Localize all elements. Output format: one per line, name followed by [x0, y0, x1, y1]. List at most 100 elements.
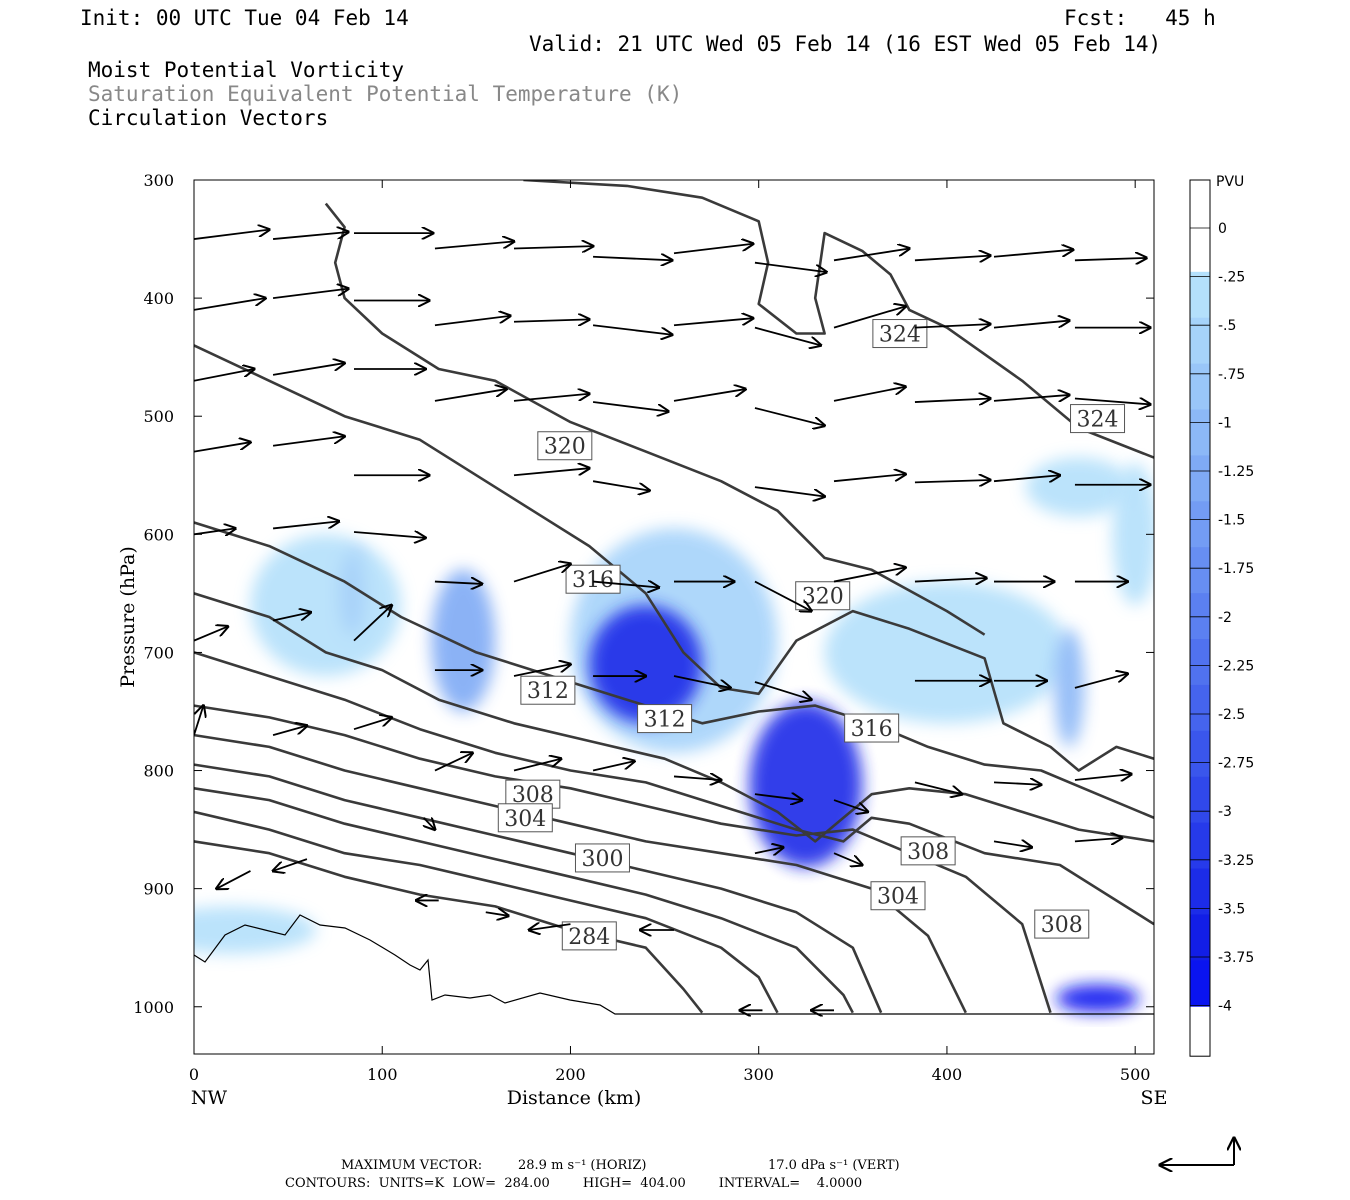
colorbar-band-5	[1190, 409, 1210, 456]
terrain-outline	[193, 914, 1154, 1015]
circulation-vector-16	[513, 319, 589, 321]
reference-vector-icon	[1160, 1138, 1234, 1165]
circulation-vector-85	[485, 912, 509, 916]
theta-contour-5	[194, 704, 1052, 1014]
circulation-vector-13	[272, 289, 348, 300]
colorbar-band-10	[1190, 639, 1210, 686]
colorbar-band-4	[1190, 363, 1210, 410]
colorbar-label-11: -2.75	[1218, 756, 1254, 772]
colorbar-frame	[1189, 179, 1211, 1057]
theta-contour-9	[194, 344, 1154, 772]
circulation-vector-70	[272, 726, 307, 736]
contour-label-box-12	[900, 836, 956, 866]
circulation-vector-68	[1074, 674, 1128, 689]
colorbar: PVU 0 -.25 -.5 -.75 -1 -1.25 -1.5 -1.75 -2 -2.25 -2…	[1189, 174, 1254, 1057]
colorbar-band-9	[1190, 593, 1210, 640]
circulation-vector-90	[993, 841, 1032, 847]
y-tick-label-2: 500	[143, 407, 174, 426]
circulation-vector-59	[272, 612, 311, 622]
circulation-vector-62	[513, 664, 570, 677]
field-title-mpv: Moist Potential Vorticity	[88, 58, 405, 82]
contour-label-9: 316	[851, 717, 893, 742]
x-tick-label-0: 0	[189, 1065, 199, 1084]
contour-label-box-2	[565, 564, 621, 594]
y-tick-label-7: 1000	[133, 998, 174, 1017]
x-tick-label-1: 100	[367, 1065, 398, 1084]
circulation-vector-79	[993, 782, 1041, 784]
x-end-label-right: SE	[1141, 1087, 1168, 1109]
circulation-vector-3	[434, 241, 514, 250]
circulation-vector-60	[353, 605, 392, 642]
forecast-hour: Fcst: 45 h	[1064, 6, 1216, 30]
colorbar-band-3	[1190, 317, 1210, 365]
contour-label-box-7	[637, 704, 693, 734]
init-time: Init: 00 UTC Tue 04 Feb 14	[80, 6, 409, 30]
circulation-vector-31	[754, 407, 825, 426]
x-axis-label: Distance (km)	[507, 1087, 642, 1109]
x-tick-label-2: 200	[555, 1065, 586, 1084]
colorbar-label-12: -3	[1218, 804, 1232, 820]
circulation-vector-20	[833, 306, 906, 329]
colorbar-label-8: -2	[1218, 610, 1232, 626]
contour-label-5: 300	[581, 847, 623, 872]
circulation-vector-5	[593, 257, 672, 261]
circulation-vector-65	[754, 681, 811, 700]
circulation-vector-33	[914, 399, 990, 403]
circulation-vector-78	[914, 781, 962, 794]
circulation-vector-6	[673, 244, 753, 255]
circulation-vector-75	[673, 776, 721, 780]
circulation-vector-28	[513, 394, 589, 402]
colorbar-band-13	[1190, 776, 1210, 824]
contour-label-4: 304	[504, 807, 546, 832]
contour-label-box-6	[561, 921, 617, 951]
max-vector-label: MAXIMUM VECTOR:	[341, 1158, 483, 1173]
theta-contour-10	[324, 202, 986, 636]
colorbar-unit: PVU	[1216, 174, 1244, 190]
mpv-shade-region-1	[589, 605, 703, 724]
circulation-vectors	[194, 230, 1150, 1011]
colorbar-band-11	[1190, 684, 1210, 732]
x-tick-label-5: 500	[1120, 1065, 1151, 1084]
theta-contour-7	[194, 592, 1154, 843]
circulation-vector-8	[833, 249, 909, 262]
colorbar-label-15: -3.75	[1218, 950, 1254, 966]
colorbar-band-7	[1190, 501, 1210, 548]
contour-label-2: 316	[572, 568, 614, 593]
circulation-vector-41	[754, 486, 825, 496]
circulation-vector-15	[434, 316, 510, 327]
circulation-vector-42	[833, 474, 906, 483]
circulation-vector-22	[993, 321, 1069, 329]
circulation-vector-9	[914, 256, 990, 261]
mpv-shade-region-10	[1056, 984, 1139, 1013]
colorbar-label-0: 0	[1218, 221, 1227, 237]
circulation-vector-47	[272, 521, 339, 530]
circulation-vector-51	[592, 582, 659, 588]
y-tick-label-3: 600	[143, 525, 174, 544]
colorbar-label-6: -1.5	[1218, 513, 1245, 529]
circulation-vector-73	[513, 759, 561, 772]
colorbar-band-6	[1190, 455, 1210, 502]
colorbar-label-7: -1.75	[1218, 561, 1254, 577]
circulation-vector-46	[194, 528, 235, 534]
axes: 0 100 200 300 400 500 300 400 500 600 700 800 900 100…	[117, 171, 1167, 1109]
colorbar-label-13: -3.25	[1218, 853, 1254, 869]
circulation-vector-77	[833, 799, 868, 812]
circulation-vector-12	[194, 298, 266, 311]
y-tick-label-0: 300	[143, 171, 174, 190]
circulation-vector-83	[424, 818, 435, 830]
circulation-vector-0	[194, 230, 269, 240]
circulation-vector-10	[993, 250, 1073, 258]
contour-label-box-5	[574, 843, 630, 873]
colorbar-band-15	[1190, 868, 1210, 915]
contour-label-box-0	[537, 431, 593, 461]
contour-label-11: 324	[1077, 408, 1119, 433]
circulation-vector-86	[529, 924, 571, 930]
contour-label-1: 312	[527, 679, 569, 704]
contour-label-box-1	[520, 675, 576, 705]
field-title-theta-es: Saturation Equivalent Potential Temperat…	[88, 82, 683, 106]
contour-label-13: 304	[877, 885, 919, 910]
max-vector-vert: 17.0 dPa s⁻¹ (VERT)	[768, 1158, 900, 1173]
field-title-vectors: Circulation Vectors	[88, 106, 329, 130]
circulation-vector-71	[353, 717, 392, 731]
